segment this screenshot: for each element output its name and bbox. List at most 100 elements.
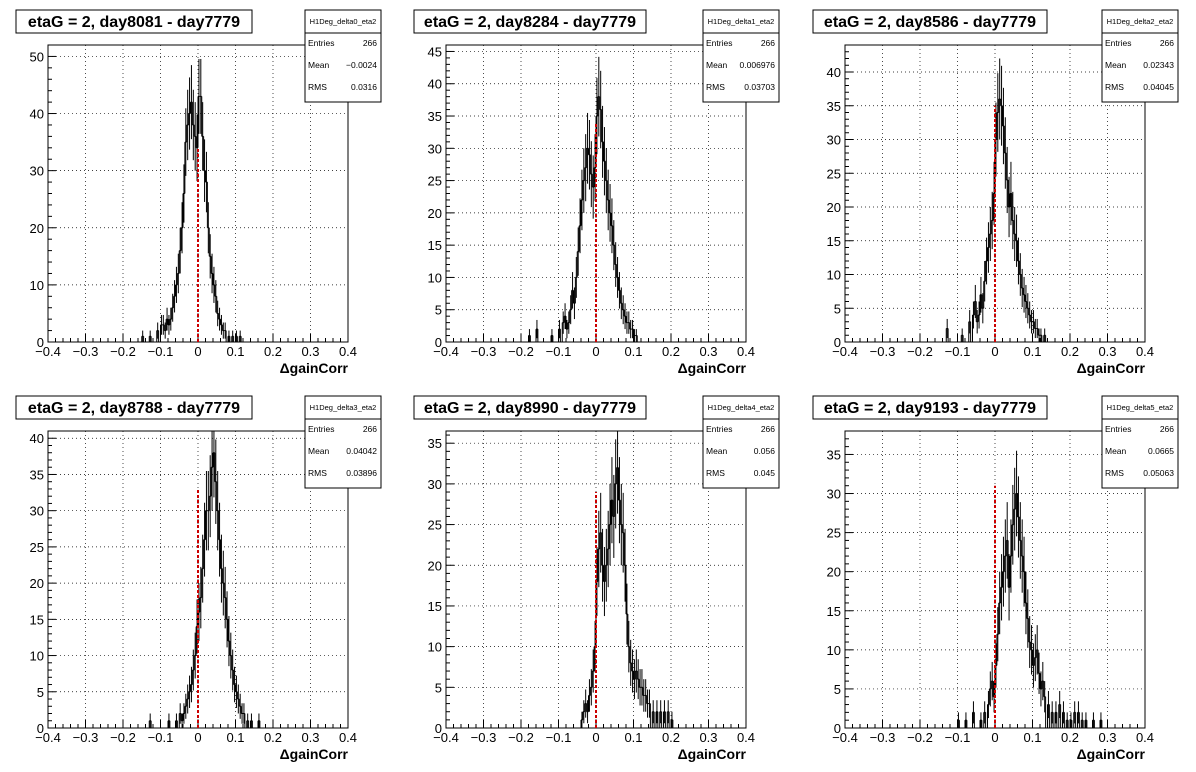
chart-4-y-tick-label: 40 [30, 431, 44, 446]
chart-3-title: etaG = 2, day8586 - day7779 [824, 14, 1036, 31]
chart-2-x-tick-label: 0.3 [699, 344, 717, 359]
chart-4-stats-label: Entries [308, 424, 334, 434]
chart-3-stats-value: 0.04045 [1143, 82, 1174, 92]
chart-6-x-tick-label: 0.1 [1023, 730, 1041, 745]
chart-2-stats-label: RMS [706, 82, 725, 92]
chart-1-title-box [15, 9, 253, 34]
chart-5-x-tick-label: 0.4 [737, 730, 755, 745]
chart-1-stats-label: Mean [308, 60, 330, 70]
chart-6-y-tick-label: 15 [827, 604, 841, 619]
chart-3-y-tick-label: 0 [834, 335, 841, 350]
chart-5-title-box [413, 395, 647, 420]
chart-6-stats-value: 0.0665 [1148, 446, 1174, 456]
chart-3-x-tick-label: 0.4 [1136, 344, 1154, 359]
chart-2-stats-value: 0.006976 [740, 60, 776, 70]
chart-6-x-tick-label: 0.2 [1061, 730, 1079, 745]
chart-6-y-tick-label: 0 [834, 721, 841, 736]
chart-5-title: etaG = 2, day8990 - day7779 [424, 400, 636, 417]
chart-3-x-tick-label: −0.4 [832, 344, 858, 359]
chart-5-y-tick-label: 20 [428, 558, 442, 573]
chart-3-stats-label: Entries [1105, 38, 1131, 48]
chart-3-x-tick-label: 0.2 [1061, 344, 1079, 359]
chart-6-x-tick-label: −0.1 [945, 730, 971, 745]
chart-2-y-tick-label: 40 [428, 77, 442, 92]
chart-5-y-tick-label: 10 [428, 640, 442, 655]
chart-5-y-tick-label: 5 [435, 680, 442, 695]
chart-2-x-axis-label: ΔgainCorr [678, 360, 747, 376]
chart-1-x-tick-label: −0.2 [110, 344, 136, 359]
chart-1-stats-label: RMS [308, 82, 327, 92]
chart-6-x-tick-label: −0.4 [832, 730, 858, 745]
chart-3-x-tick-label: −0.2 [907, 344, 933, 359]
chart-2-title: etaG = 2, day8284 - day7779 [424, 14, 636, 31]
chart-2-x-tick-label: 0 [592, 344, 599, 359]
chart-2-stats-value: 0.03703 [744, 82, 775, 92]
chart-1-stats-name: H1Deg_delta0_eta2 [310, 17, 377, 26]
chart-5-stats-label: RMS [706, 468, 725, 478]
chart-5-y-tick-label: 35 [428, 436, 442, 451]
chart-3-stats-label: Mean [1105, 60, 1127, 70]
chart-2-y-tick-label: 15 [428, 238, 442, 253]
chart-6-y-tick-label: 30 [827, 487, 841, 502]
chart-1-title: etaG = 2, day8081 - day7779 [28, 14, 240, 31]
chart-5-x-axis-label: ΔgainCorr [678, 746, 747, 762]
chart-4-x-tick-label: 0.4 [339, 730, 357, 745]
chart-4-x-tick-label: −0.2 [110, 730, 136, 745]
chart-5-x-tick-label: −0.3 [471, 730, 497, 745]
chart-6-stats-label: RMS [1105, 468, 1124, 478]
chart-2-stats-label: Entries [706, 38, 732, 48]
chart-4-x-tick-label: 0.1 [226, 730, 244, 745]
chart-3-y-tick-label: 10 [827, 268, 841, 283]
chart-6-x-axis-label: ΔgainCorr [1077, 746, 1146, 762]
chart-5-x-tick-label: 0.3 [699, 730, 717, 745]
chart-2-title-box [413, 9, 647, 34]
chart-1-x-tick-label: 0.3 [301, 344, 319, 359]
chart-6-stats-label: Entries [1105, 424, 1131, 434]
chart-1-x-tick-label: −0.3 [73, 344, 99, 359]
chart-2-y-tick-label: 30 [428, 141, 442, 156]
chart-5-x-tick-label: 0.1 [624, 730, 642, 745]
chart-3-x-tick-label: 0 [991, 344, 998, 359]
chart-5-stats-label: Mean [706, 446, 728, 456]
chart-2-y-tick-label: 0 [435, 335, 442, 350]
chart-5-y-tick-label: 30 [428, 477, 442, 492]
chart-1-stats-value: 0.0316 [351, 82, 377, 92]
chart-2-y-tick-label: 10 [428, 270, 442, 285]
chart-4-stats-value: 0.03896 [346, 468, 377, 478]
chart-4-y-tick-label: 10 [30, 649, 44, 664]
chart-2-x-tick-label: −0.3 [471, 344, 497, 359]
chart-5-x-tick-label: 0 [592, 730, 599, 745]
chart-4-y-tick-label: 15 [30, 612, 44, 627]
chart-3-stats-label: RMS [1105, 82, 1124, 92]
chart-4-stats-value: 0.04042 [346, 446, 377, 456]
chart-3-x-axis-label: ΔgainCorr [1077, 360, 1146, 376]
chart-6-y-tick-label: 10 [827, 643, 841, 658]
chart-5-y-tick-label: 0 [435, 721, 442, 736]
chart-6-x-tick-label: 0 [991, 730, 998, 745]
chart-4-y-tick-label: 30 [30, 504, 44, 519]
chart-4-title: etaG = 2, day8788 - day7779 [28, 400, 240, 417]
chart-2-stats-box [702, 9, 780, 103]
chart-1-x-tick-label: 0.2 [264, 344, 282, 359]
chart-3-x-tick-label: 0.1 [1023, 344, 1041, 359]
chart-1-y-tick-label: 0 [37, 335, 44, 350]
chart-1-x-axis-label: ΔgainCorr [280, 360, 349, 376]
chart-5-x-tick-label: −0.4 [433, 730, 459, 745]
chart-5-stats-label: Entries [706, 424, 732, 434]
chart-6-title-box [812, 395, 1048, 420]
chart-4-x-tick-label: −0.1 [148, 730, 174, 745]
chart-2-x-tick-label: 0.2 [662, 344, 680, 359]
chart-5-stats-value: 0.045 [754, 468, 776, 478]
chart-3-x-tick-label: 0.3 [1098, 344, 1116, 359]
chart-4-x-axis-label: ΔgainCorr [280, 746, 349, 762]
chart-2-y-tick-label: 5 [435, 303, 442, 318]
chart-5-y-tick-label: 25 [428, 518, 442, 533]
chart-2-x-tick-label: −0.2 [508, 344, 534, 359]
chart-4-x-tick-label: −0.3 [73, 730, 99, 745]
chart-1-x-tick-label: 0.1 [226, 344, 244, 359]
chart-1-stats-box [304, 9, 382, 103]
chart-3-x-tick-label: −0.3 [870, 344, 896, 359]
chart-2-y-tick-label: 20 [428, 206, 442, 221]
chart-2-stats-value: 266 [761, 38, 775, 48]
chart-1-y-tick-label: 40 [30, 107, 44, 122]
